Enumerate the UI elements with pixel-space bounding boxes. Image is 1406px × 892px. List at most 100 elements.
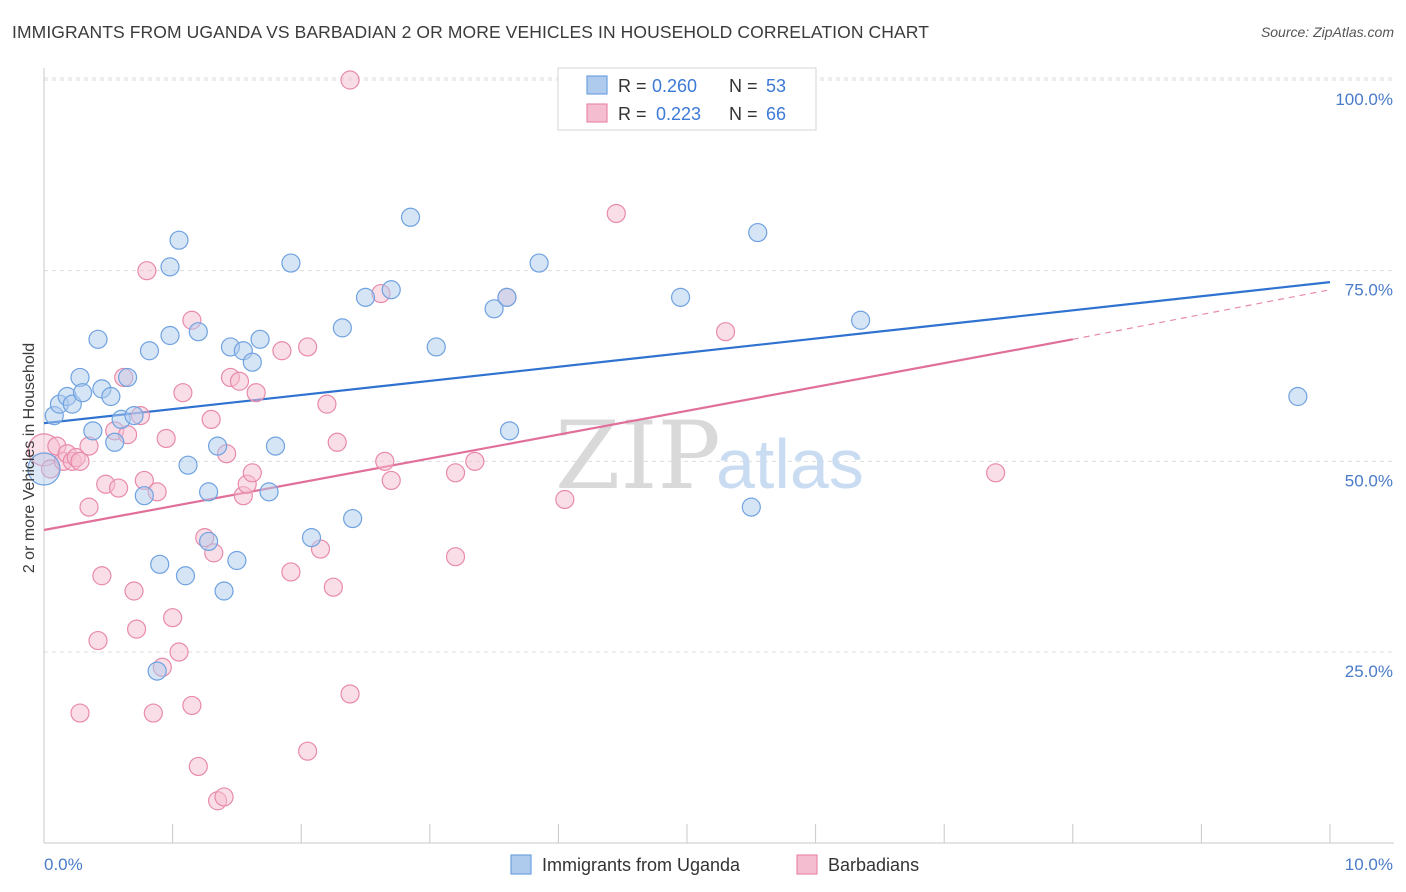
barbadians-point: [317, 394, 337, 414]
uganda-point: [72, 383, 93, 403]
barbadians-point: [606, 203, 626, 224]
barbadians-point: [242, 463, 262, 483]
legend-r-value-1: 0.260: [652, 76, 697, 96]
barbadians-point: [70, 703, 90, 723]
barbadians-point: [156, 428, 176, 449]
uganda-point: [332, 318, 352, 338]
barbadians-point: [173, 383, 193, 403]
uganda-point: [214, 581, 234, 601]
legend-n-label-2: N =: [729, 104, 758, 124]
barbadians-point: [555, 489, 575, 510]
barbadians-point: [281, 562, 301, 582]
barbadians-point: [445, 547, 466, 567]
bottom-legend-swatch-uganda: [510, 854, 532, 875]
uganda-point: [150, 554, 170, 574]
watermark-atlas: atlas: [716, 425, 864, 503]
uganda-point: [175, 566, 196, 586]
uganda-point: [265, 436, 286, 456]
barbadians-point: [143, 703, 163, 723]
barbadians-point: [163, 608, 183, 628]
uganda-point: [259, 482, 279, 502]
barbadians-point: [70, 451, 90, 471]
uganda-point: [147, 661, 167, 681]
legend-r-label-1: R =: [618, 76, 647, 96]
legend-r-value-2: 0.223: [656, 104, 701, 124]
barbadians-point: [79, 497, 99, 517]
axes: [43, 68, 1394, 844]
x-tick-label: 0.0%: [44, 855, 83, 874]
data-points: [27, 70, 1308, 811]
barbadians-point: [323, 577, 343, 597]
uganda-point: [134, 486, 154, 506]
barbadians-point: [229, 371, 250, 391]
uganda-point: [497, 287, 517, 307]
uganda-point: [748, 222, 768, 243]
barbadians-point: [298, 337, 318, 357]
legend-swatch-barbadians: [586, 103, 608, 123]
barbadians-point: [124, 581, 144, 601]
watermark-zip: ZIP: [555, 402, 721, 511]
barbadians-point: [126, 619, 147, 639]
uganda-point: [101, 386, 121, 407]
tick-labels: 25.0% 50.0% 75.0% 100.0% 0.0% 10.0%: [44, 90, 1393, 874]
bottom-legend-label-uganda: Immigrants from Uganda: [542, 855, 741, 875]
uganda-point: [139, 341, 160, 361]
watermark: ZIP atlas: [555, 402, 864, 511]
uganda-point: [188, 322, 208, 342]
legend-n-value-2: 66: [766, 104, 786, 124]
barbadians-point: [327, 432, 347, 452]
barbadians-point: [246, 383, 266, 403]
uganda-point: [178, 455, 198, 475]
barbadians-point: [214, 787, 234, 807]
bottom-legend-swatch-barbadians: [796, 854, 818, 875]
barbadians-point: [272, 341, 292, 361]
uganda-point: [199, 482, 219, 502]
uganda-point: [169, 230, 189, 250]
barbadians-point: [340, 70, 360, 90]
uganda-point: [499, 421, 520, 441]
source-label: Source: ZipAtlas.com: [1260, 24, 1394, 40]
uganda-point: [343, 508, 363, 529]
uganda-point: [281, 253, 301, 273]
barbadians-point: [375, 451, 395, 471]
uganda-point: [83, 421, 103, 441]
uganda-point: [208, 436, 228, 456]
y-tick-label: 25.0%: [1345, 662, 1393, 681]
y-tick-label: 100.0%: [1335, 90, 1393, 109]
y-tick-label: 75.0%: [1345, 281, 1393, 300]
y-tick-label: 50.0%: [1345, 471, 1393, 490]
uganda-point: [160, 325, 180, 346]
chart-title: IMMIGRANTS FROM UGANDA VS BARBADIAN 2 OR…: [12, 22, 930, 42]
y-axis-label: 2 or more Vehicles in Household: [21, 343, 38, 573]
uganda-point: [670, 287, 691, 307]
uganda-point: [117, 367, 138, 388]
barbadians-point: [986, 463, 1006, 483]
uganda-point: [381, 280, 401, 300]
legend: R = 0.260 N = 53 R = 0.223 N = 66: [557, 67, 817, 131]
barbadians-point: [381, 470, 401, 491]
uganda-point: [426, 337, 446, 357]
barbadians-point: [137, 261, 157, 281]
uganda-point: [27, 452, 61, 486]
barbadians-point: [340, 684, 360, 704]
uganda-point: [88, 329, 108, 349]
legend-n-label-1: N =: [729, 76, 758, 96]
barbadians-point: [182, 695, 202, 716]
legend-r-label-2: R =: [618, 104, 647, 124]
uganda-point: [242, 352, 262, 372]
uganda-point: [250, 329, 270, 349]
barbadians-point: [201, 409, 221, 430]
uganda-point: [199, 531, 219, 552]
barbadians-point: [169, 642, 189, 662]
barbadians-point: [445, 463, 466, 483]
bottom-legend-label-barbadians: Barbadians: [828, 855, 919, 875]
barbadians-point: [298, 741, 318, 761]
uganda-point: [160, 257, 180, 277]
uganda-point: [301, 528, 322, 548]
legend-swatch-uganda: [586, 75, 608, 95]
barbadians-point: [715, 322, 736, 342]
legend-n-value-1: 53: [766, 76, 786, 96]
uganda-point: [355, 287, 376, 307]
barbadians-point: [88, 630, 108, 651]
